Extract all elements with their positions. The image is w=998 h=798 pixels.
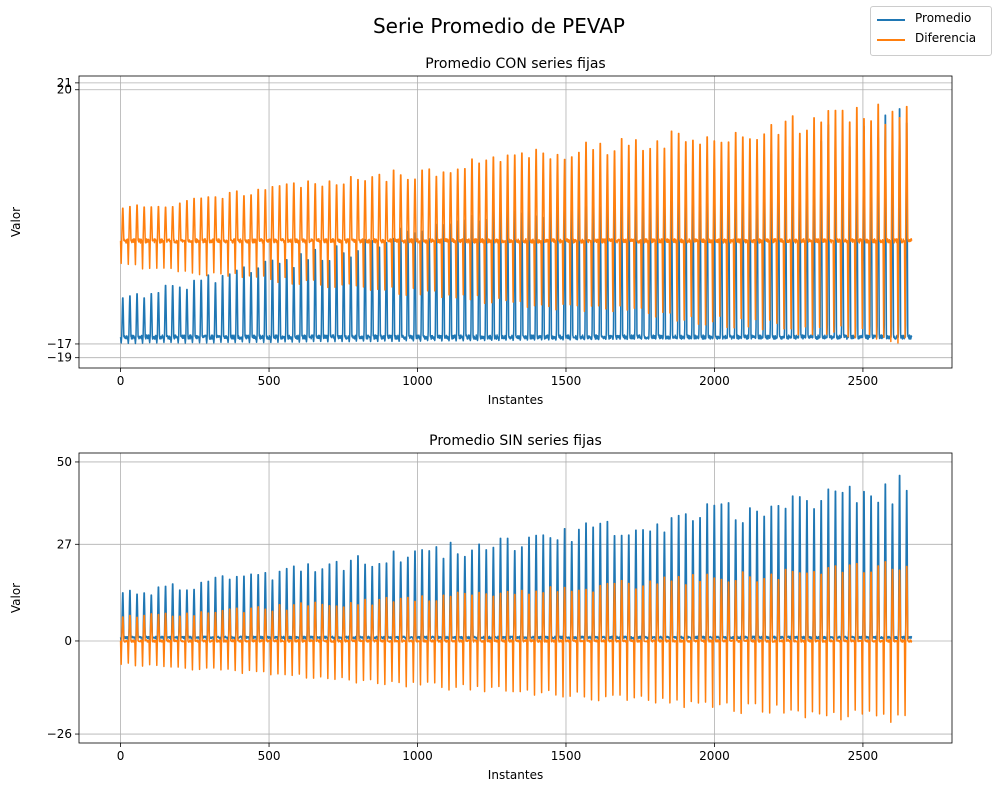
series-line-promedio [119,108,913,345]
x-tick-label: 2000 [699,749,730,763]
x-tick-label: 500 [258,374,281,388]
chart-bottom: 0 500 1000 1500 2000 2500 −26 0 27 50 Promedio SIN… [9,433,953,782]
y-tick-label: 20 [57,83,72,97]
y-tick-label: −26 [47,727,72,741]
x-tick-label: 2500 [848,749,879,763]
legend-swatch-promedio [877,19,905,21]
y-tick-label: −17 [47,337,72,351]
y-tick-label: 50 [57,455,72,469]
x-tick-label: 1500 [551,374,582,388]
y-tick-label: −19 [47,351,72,365]
x-axis-label: Instantes [488,393,543,407]
chart-title: Promedio CON series fijas [425,56,605,72]
x-tick-label: 1000 [402,749,433,763]
x-tick-label: 2000 [699,374,730,388]
y-tick-label: 0 [64,634,72,648]
x-tick-label: 500 [258,749,281,763]
x-tick-label: 0 [117,749,125,763]
chart-title: Promedio SIN series fijas [429,433,602,449]
y-tick-label: 21 [57,76,72,90]
series-line-diferencia [119,561,913,723]
legend-label: Diferencia [915,31,977,45]
legend-label: Promedio [915,11,972,25]
axes-frame [78,75,953,369]
axes-frame [78,452,953,744]
x-tick-label: 1500 [551,749,582,763]
y-tick-label: 27 [57,537,72,551]
x-tick-label: 2500 [848,374,879,388]
legend-swatch-diferencia [877,39,905,41]
figure-title: Serie Promedio de PEVAP [372,14,625,38]
y-axis-label: Valor [9,207,23,237]
y-axis-label: Valor [9,583,23,613]
legend: Promedio Diferencia [870,6,992,56]
x-tick-label: 0 [117,374,125,388]
x-tick-label: 1000 [402,374,433,388]
series-line-diferencia [119,103,913,344]
x-axis-label: Instantes [488,768,543,782]
